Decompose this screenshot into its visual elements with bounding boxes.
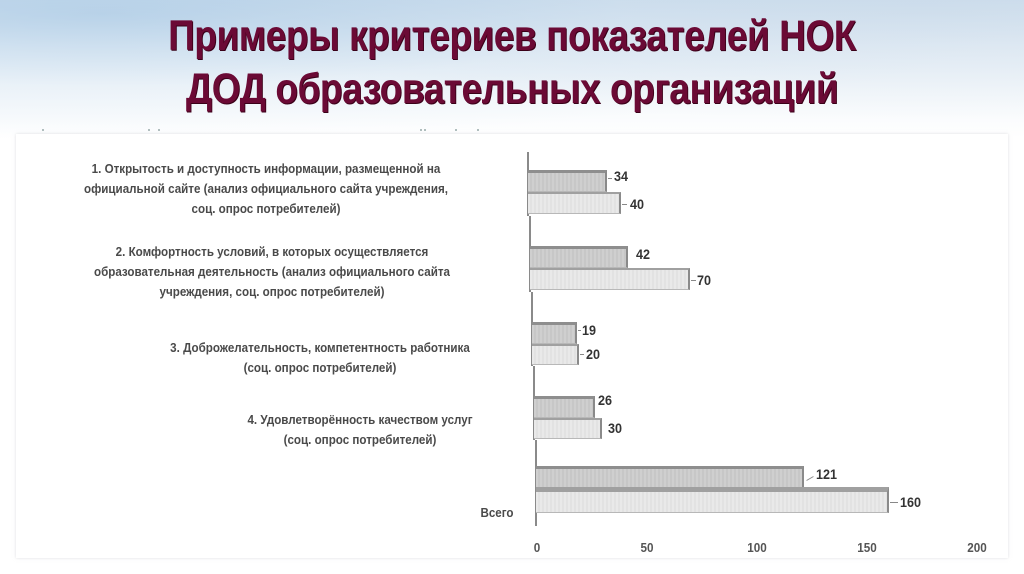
x-tick-150: 150 (857, 540, 877, 555)
value-label: 19 (582, 322, 597, 338)
bar-series2-total (536, 487, 889, 513)
category-label-total: Всего (480, 505, 514, 520)
bar-series1-cat1 (528, 170, 607, 192)
value-label: 30 (608, 420, 623, 436)
x-tick-100: 100 (747, 540, 767, 555)
category-label-4: 4. Удовлетворённость качеством услуг (со… (247, 412, 473, 447)
bar-series2-cat4 (534, 418, 602, 439)
title-line-2: ДОД образовательных организаций (185, 65, 839, 113)
value-label: 121 (816, 466, 838, 482)
category-label-2: 2. Комфортность условий, в которых осуще… (93, 244, 451, 299)
bar-series1-cat4 (534, 396, 595, 418)
category-label-3: 3. Доброжелательность, компетентность ра… (170, 340, 470, 375)
title-line-1: Примеры критериев показателей НОК (168, 12, 856, 60)
label-leader (580, 354, 584, 355)
label-leader (622, 204, 627, 205)
bar-series2-cat2-dark (530, 246, 628, 268)
label-leader (691, 280, 696, 281)
label-leader (608, 178, 612, 179)
x-tick-50: 50 (640, 540, 654, 555)
category-label-1: 1. Открытость и доступность информации, … (84, 161, 448, 216)
decorative-dots (0, 129, 1024, 133)
value-label: 70 (697, 272, 712, 288)
value-label: 26 (598, 392, 613, 408)
value-label: 40 (630, 196, 645, 212)
value-label: 160 (900, 494, 922, 510)
bar-series1-cat3 (532, 322, 577, 344)
slide-title: Примеры критериев показателей НОК ДОД об… (72, 10, 953, 116)
label-leader (578, 330, 581, 331)
sky-background (0, 0, 1024, 140)
x-tick-0: 0 (533, 540, 541, 555)
bar-series2-cat1 (528, 192, 621, 214)
bar-series2-cat3 (532, 344, 579, 365)
x-tick-200: 200 (967, 540, 987, 555)
bar-series2-cat2 (530, 268, 690, 290)
value-label: 34 (614, 168, 629, 184)
value-label: 20 (586, 346, 601, 362)
label-leader (890, 502, 898, 503)
value-label: 42 (636, 246, 651, 262)
